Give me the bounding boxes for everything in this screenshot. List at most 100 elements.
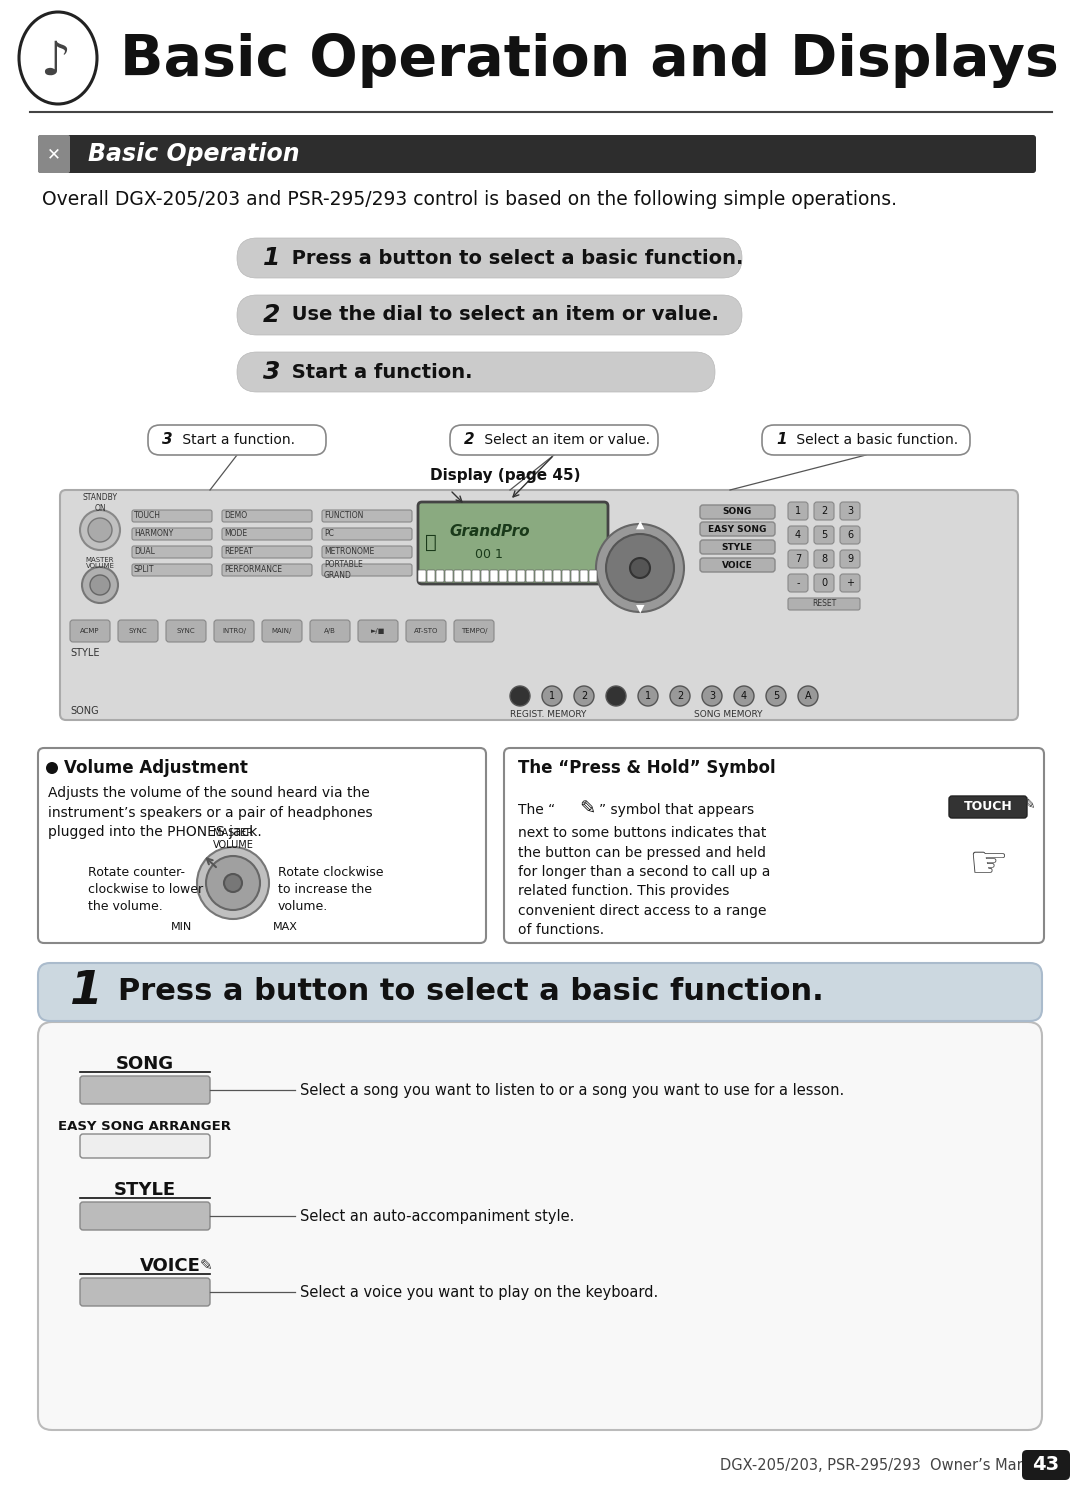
Text: 1: 1 — [645, 691, 651, 701]
FancyBboxPatch shape — [132, 510, 212, 522]
Circle shape — [596, 524, 684, 612]
FancyBboxPatch shape — [418, 501, 608, 583]
Text: SYNC: SYNC — [177, 628, 195, 634]
FancyBboxPatch shape — [840, 551, 860, 568]
Circle shape — [606, 686, 626, 706]
Text: GrandPro: GrandPro — [449, 525, 530, 540]
FancyBboxPatch shape — [1022, 1450, 1070, 1480]
FancyBboxPatch shape — [222, 546, 312, 558]
FancyBboxPatch shape — [788, 527, 808, 545]
FancyBboxPatch shape — [132, 546, 212, 558]
Circle shape — [510, 686, 530, 706]
Text: Press a button to select a basic function.: Press a button to select a basic functio… — [118, 977, 824, 1007]
Text: +: + — [846, 577, 854, 588]
Text: Start a function.: Start a function. — [178, 433, 295, 448]
Circle shape — [630, 558, 650, 577]
FancyBboxPatch shape — [700, 522, 775, 536]
Text: STYLE: STYLE — [721, 543, 753, 552]
FancyBboxPatch shape — [788, 598, 860, 610]
FancyBboxPatch shape — [454, 621, 494, 642]
FancyBboxPatch shape — [322, 528, 411, 540]
FancyBboxPatch shape — [788, 501, 808, 521]
Text: 43: 43 — [1032, 1456, 1059, 1474]
Circle shape — [638, 686, 658, 706]
Text: Select a basic function.: Select a basic function. — [792, 433, 958, 448]
FancyBboxPatch shape — [445, 570, 453, 582]
FancyBboxPatch shape — [535, 570, 543, 582]
FancyBboxPatch shape — [840, 574, 860, 592]
Text: TOUCH: TOUCH — [134, 512, 161, 521]
Text: 0: 0 — [821, 577, 827, 588]
Text: HARMONY: HARMONY — [134, 530, 173, 539]
FancyBboxPatch shape — [38, 134, 1036, 173]
Text: STYLE: STYLE — [70, 648, 99, 658]
FancyBboxPatch shape — [132, 528, 212, 540]
Text: Basic Operation: Basic Operation — [87, 142, 299, 166]
Text: SONG: SONG — [723, 507, 752, 516]
Text: REGIST. MEMORY: REGIST. MEMORY — [510, 710, 586, 719]
FancyBboxPatch shape — [508, 570, 516, 582]
Text: 2: 2 — [581, 691, 588, 701]
Text: FUNCTION: FUNCTION — [324, 512, 363, 521]
FancyBboxPatch shape — [472, 570, 480, 582]
Text: MAIN/: MAIN/ — [272, 628, 293, 634]
FancyBboxPatch shape — [544, 570, 552, 582]
FancyBboxPatch shape — [562, 570, 570, 582]
FancyBboxPatch shape — [499, 570, 507, 582]
Text: Basic Operation and Displays: Basic Operation and Displays — [120, 33, 1058, 88]
FancyBboxPatch shape — [322, 510, 411, 522]
Ellipse shape — [19, 12, 97, 104]
FancyBboxPatch shape — [38, 134, 70, 173]
FancyBboxPatch shape — [214, 621, 254, 642]
Text: 1: 1 — [264, 246, 281, 270]
Text: ▲: ▲ — [636, 521, 645, 530]
Text: Overall DGX-205/203 and PSR-295/293 control is based on the following simple ope: Overall DGX-205/203 and PSR-295/293 cont… — [42, 189, 897, 209]
Text: PC: PC — [324, 530, 334, 539]
Text: Use the dial to select an item or value.: Use the dial to select an item or value. — [285, 306, 719, 324]
Text: ” symbol that appears: ” symbol that appears — [599, 803, 754, 818]
Text: 2: 2 — [264, 303, 281, 327]
Text: TEMPO/: TEMPO/ — [461, 628, 487, 634]
Text: SYNC: SYNC — [129, 628, 147, 634]
FancyBboxPatch shape — [222, 510, 312, 522]
FancyBboxPatch shape — [490, 570, 498, 582]
FancyBboxPatch shape — [553, 570, 561, 582]
FancyBboxPatch shape — [814, 574, 834, 592]
Text: 3: 3 — [162, 433, 173, 448]
FancyBboxPatch shape — [481, 570, 489, 582]
Circle shape — [90, 574, 110, 595]
Text: MASTER
VOLUME: MASTER VOLUME — [85, 557, 114, 570]
Text: SPLIT: SPLIT — [134, 565, 154, 574]
Text: ♪: ♪ — [40, 39, 70, 85]
Text: ✎: ✎ — [1024, 798, 1036, 812]
Text: ACMP: ACMP — [80, 628, 99, 634]
FancyBboxPatch shape — [427, 570, 435, 582]
Text: Rotate counter-
clockwise to lower
the volume.: Rotate counter- clockwise to lower the v… — [87, 865, 203, 913]
Text: EASY SONG ARRANGER: EASY SONG ARRANGER — [58, 1119, 231, 1132]
FancyBboxPatch shape — [788, 574, 808, 592]
Text: 8: 8 — [821, 554, 827, 564]
Circle shape — [702, 686, 723, 706]
Text: ►/■: ►/■ — [370, 628, 386, 634]
Circle shape — [46, 762, 58, 774]
Text: Select an item or value.: Select an item or value. — [480, 433, 650, 448]
Text: STANDBY
ON: STANDBY ON — [82, 494, 118, 513]
Text: Select a song you want to listen to or a song you want to use for a lesson.: Select a song you want to listen to or a… — [300, 1083, 845, 1098]
Text: The “: The “ — [518, 803, 555, 818]
Text: PORTABLE
GRAND: PORTABLE GRAND — [324, 561, 363, 580]
Text: SONG: SONG — [116, 1055, 174, 1073]
Text: INTRO/: INTRO/ — [222, 628, 246, 634]
Circle shape — [197, 847, 269, 919]
Text: 3: 3 — [708, 691, 715, 701]
FancyBboxPatch shape — [38, 747, 486, 943]
Circle shape — [80, 510, 120, 551]
FancyBboxPatch shape — [322, 564, 411, 576]
Text: ▼: ▼ — [636, 604, 645, 615]
FancyBboxPatch shape — [237, 352, 715, 392]
Text: VOICE: VOICE — [140, 1256, 201, 1276]
Text: 5: 5 — [773, 691, 779, 701]
Text: DUAL: DUAL — [134, 548, 154, 557]
Text: MAX: MAX — [272, 922, 297, 932]
FancyBboxPatch shape — [406, 621, 446, 642]
FancyBboxPatch shape — [38, 1022, 1042, 1429]
